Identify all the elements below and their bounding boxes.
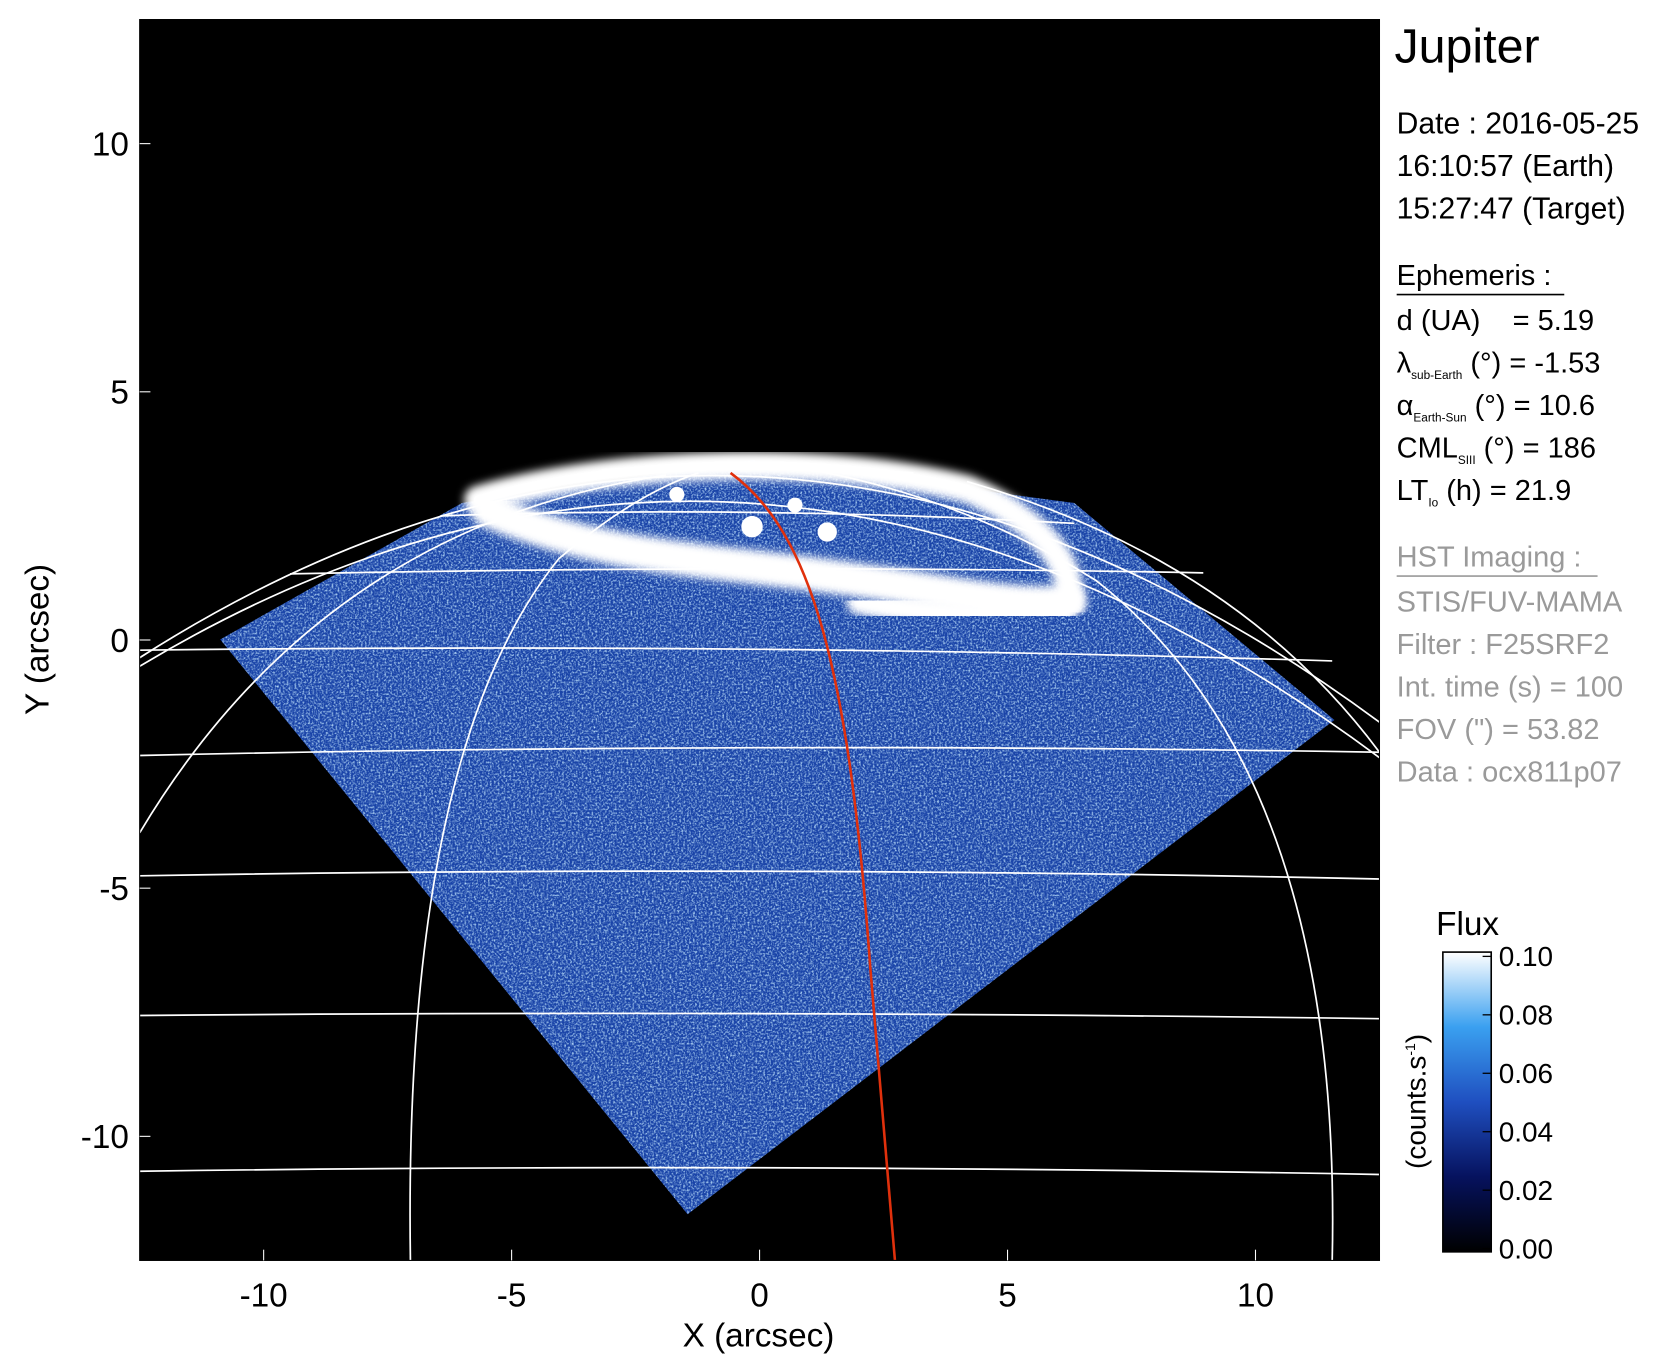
central-meridian <box>729 471 897 1261</box>
imaging-line: Filter : F25SRF2 <box>1397 629 1610 661</box>
planet-grid <box>139 465 1380 1261</box>
colorbar-tick-label: 0.08 <box>1499 1000 1553 1031</box>
unit-main: (counts.s <box>1401 1056 1432 1169</box>
colorbar-tick-label: 0.10 <box>1499 941 1553 972</box>
line-main: CML <box>1397 433 1458 465</box>
x-tick-label: 10 <box>1237 1278 1274 1315</box>
colorbar <box>1442 951 1493 1253</box>
line-rest: (°) = -1.53 <box>1462 348 1600 380</box>
y-tick-label: 0 <box>110 623 129 660</box>
colorbar-title: Flux <box>1436 906 1499 943</box>
ephemeris-line: αEarth-Sun (°) = 10.6 <box>1397 390 1595 424</box>
line-subscript: SIII <box>1458 453 1476 467</box>
chart-title: Jupiter <box>1395 20 1540 74</box>
image-layer <box>139 19 1380 1261</box>
ephemeris-line: d (UA) = 5.19 <box>1397 305 1594 337</box>
line-rest: (h) = 21.9 <box>1438 475 1571 507</box>
imaging-heading: HST Imaging : <box>1397 541 1582 573</box>
line-rest: (°) = 10.6 <box>1467 390 1595 422</box>
y-tick-label: -10 <box>81 1119 129 1156</box>
line-main: LT <box>1397 475 1429 507</box>
line-subscript: Earth-Sun <box>1413 411 1466 425</box>
unit-end: ) <box>1401 1034 1432 1043</box>
ephemeris-heading: Ephemeris : <box>1397 260 1552 292</box>
imaging-line: Data : ocx811p07 <box>1397 757 1622 789</box>
colorbar-tick-label: 0.04 <box>1499 1116 1553 1147</box>
imaging-line: FOV (") = 53.82 <box>1397 714 1600 746</box>
x-tick-label: 0 <box>750 1278 769 1315</box>
line-subscript: sub-Earth <box>1411 368 1462 382</box>
info-line: 16:10:57 (Earth) <box>1397 150 1614 183</box>
colorbar-tick-label: 0.06 <box>1499 1058 1553 1089</box>
colorbar-tick-label: 0.02 <box>1499 1175 1553 1206</box>
line-main: d (UA) = 5.19 <box>1397 305 1594 337</box>
line-subscript: Io <box>1428 496 1438 510</box>
y-tick-label: 10 <box>92 126 129 163</box>
line-rest: (°) = 186 <box>1476 433 1596 465</box>
unit-superscript: -1 <box>1402 1043 1418 1056</box>
x-tick-label: 5 <box>998 1278 1017 1315</box>
imaging-line: Int. time (s) = 100 <box>1397 672 1623 704</box>
line-main: λ <box>1397 348 1412 380</box>
ephemeris-line: LTIo (h) = 21.9 <box>1397 475 1572 509</box>
colorbar-tick-label: 0.00 <box>1499 1233 1553 1264</box>
y-tick-label: -5 <box>99 871 129 908</box>
x-tick-label: -10 <box>240 1278 288 1315</box>
x-axis-label: X (arcsec) <box>683 1317 835 1354</box>
info-line: Date : 2016-05-25 <box>1397 107 1639 140</box>
colorbar-unit: (counts.s-1) <box>1401 1034 1432 1169</box>
ephemeris-line: CMLSIII (°) = 186 <box>1397 433 1596 467</box>
line-main: α <box>1397 390 1414 422</box>
x-tick-label: -5 <box>497 1278 527 1315</box>
info-line: 15:27:47 (Target) <box>1397 192 1626 225</box>
ephemeris-line: λsub-Earth (°) = -1.53 <box>1397 348 1601 382</box>
imaging-line: STIS/FUV-MAMA <box>1397 587 1623 619</box>
y-tick-label: 5 <box>110 375 129 412</box>
y-axis-label: Y (arcsec) <box>19 564 56 715</box>
